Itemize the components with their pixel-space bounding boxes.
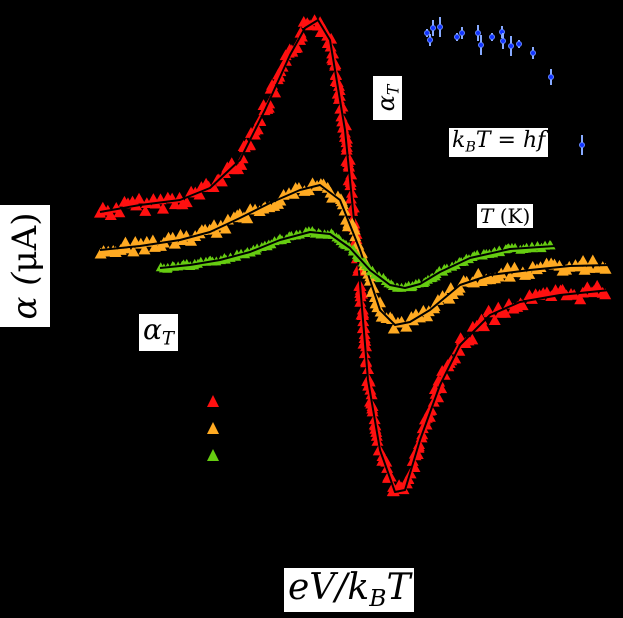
inset-data-point bbox=[424, 30, 430, 36]
data-point bbox=[386, 313, 399, 325]
data-point bbox=[133, 192, 146, 204]
legend-marker-orange bbox=[207, 422, 219, 434]
data-point bbox=[373, 296, 386, 308]
inset-x-axis-label: kBT = hf bbox=[449, 128, 549, 157]
data-point bbox=[302, 184, 315, 196]
inset-data-point bbox=[427, 37, 433, 43]
data-point bbox=[335, 110, 348, 122]
data-point bbox=[577, 255, 590, 266]
inset-data-point bbox=[475, 30, 481, 36]
inset-data-point bbox=[530, 50, 536, 56]
data-point bbox=[274, 194, 287, 206]
fit-line-green bbox=[159, 231, 556, 289]
data-point bbox=[138, 243, 151, 255]
data-point bbox=[139, 205, 152, 216]
data-point bbox=[180, 196, 193, 208]
data-point bbox=[599, 288, 612, 300]
series-orange bbox=[94, 177, 612, 334]
data-point bbox=[367, 282, 380, 293]
data-point bbox=[380, 455, 393, 467]
series-green bbox=[155, 225, 556, 292]
data-point bbox=[591, 279, 604, 291]
inset-data-point bbox=[579, 142, 585, 148]
data-point bbox=[466, 333, 479, 345]
inset-data-point bbox=[508, 43, 514, 49]
data-point bbox=[157, 202, 170, 214]
inset-data-point bbox=[489, 34, 495, 40]
data-point bbox=[193, 188, 206, 200]
data-point bbox=[343, 153, 356, 165]
data-point bbox=[276, 60, 289, 72]
data-point bbox=[219, 222, 232, 234]
inset-data-point bbox=[516, 41, 522, 47]
data-point bbox=[354, 295, 367, 307]
data-point bbox=[384, 470, 397, 482]
data-point bbox=[387, 322, 400, 334]
data-point bbox=[215, 175, 228, 187]
legend-markers bbox=[207, 395, 219, 461]
inset-data-point bbox=[478, 42, 484, 48]
y-axis-label: α (μA) bbox=[0, 205, 50, 327]
fit-line-orange bbox=[99, 184, 611, 326]
data-point bbox=[325, 32, 338, 44]
data-point bbox=[406, 455, 419, 466]
series-layer bbox=[93, 14, 612, 497]
inset-data-point bbox=[548, 74, 554, 80]
data-point bbox=[235, 159, 248, 170]
data-point bbox=[127, 245, 140, 257]
data-point bbox=[599, 262, 612, 274]
data-point bbox=[446, 288, 459, 300]
data-point bbox=[574, 293, 587, 305]
x-axis-label: eV/kBT bbox=[284, 568, 415, 613]
data-point bbox=[333, 84, 346, 95]
data-point bbox=[168, 237, 181, 249]
data-point bbox=[104, 209, 117, 221]
data-point bbox=[218, 167, 231, 178]
inset-data-point bbox=[430, 25, 436, 31]
data-point bbox=[583, 262, 596, 273]
inset-data-point bbox=[500, 38, 506, 44]
data-point bbox=[516, 299, 529, 311]
data-point bbox=[339, 119, 352, 131]
data-point bbox=[279, 54, 292, 66]
legend-marker-red bbox=[207, 395, 219, 407]
inset-data-point bbox=[437, 24, 443, 30]
alpha-t-label: αT bbox=[139, 314, 179, 351]
data-point bbox=[488, 314, 501, 325]
data-point bbox=[345, 168, 358, 180]
data-point bbox=[453, 281, 466, 293]
inset-data-point bbox=[459, 30, 465, 36]
data-point bbox=[365, 388, 378, 400]
data-point bbox=[207, 181, 220, 193]
data-point bbox=[241, 212, 254, 224]
legend-title: T (K) bbox=[477, 204, 534, 228]
data-point bbox=[334, 102, 347, 114]
inset-y-axis-label: αT bbox=[371, 76, 402, 120]
data-point bbox=[119, 236, 132, 248]
data-point bbox=[477, 320, 490, 332]
data-point bbox=[400, 320, 413, 332]
legend-marker-green bbox=[207, 449, 219, 461]
inset-scatter bbox=[424, 17, 585, 155]
inset-data-point bbox=[454, 34, 460, 40]
data-point bbox=[210, 226, 223, 238]
data-point bbox=[586, 254, 599, 266]
data-point bbox=[499, 306, 512, 318]
data-point bbox=[113, 206, 126, 218]
data-point bbox=[168, 198, 181, 210]
data-point bbox=[523, 268, 536, 279]
data-point bbox=[363, 375, 376, 387]
data-point bbox=[336, 198, 349, 210]
data-point bbox=[503, 270, 516, 282]
